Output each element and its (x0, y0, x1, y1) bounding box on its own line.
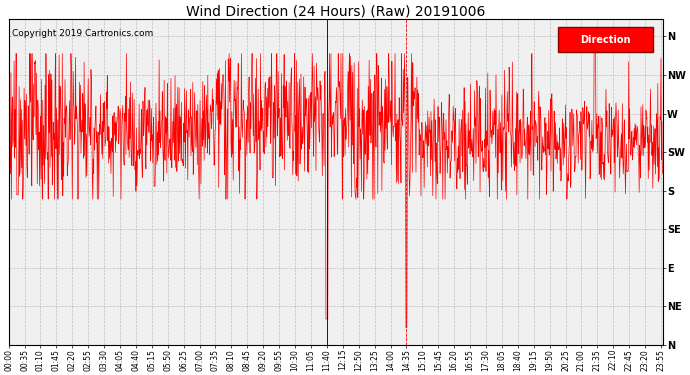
Title: Wind Direction (24 Hours) (Raw) 20191006: Wind Direction (24 Hours) (Raw) 20191006 (186, 4, 486, 18)
Text: Copyright 2019 Cartronics.com: Copyright 2019 Cartronics.com (12, 29, 153, 38)
FancyBboxPatch shape (558, 27, 653, 52)
Text: Direction: Direction (580, 34, 631, 45)
